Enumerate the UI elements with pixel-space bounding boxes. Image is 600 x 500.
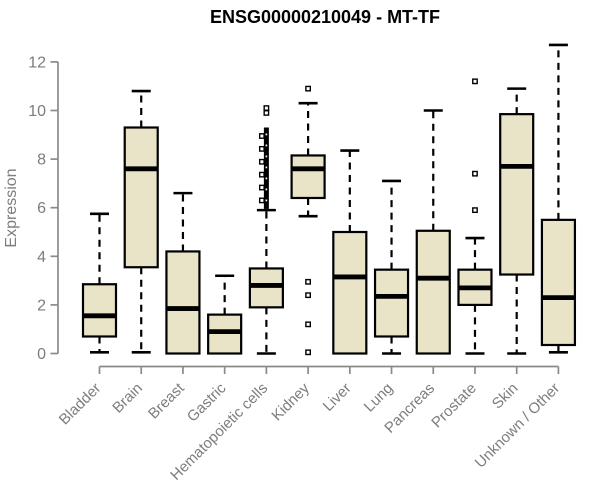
box-breast (165, 250, 201, 355)
outlier-band-gap-hematopoietic-cells (265, 166, 268, 169)
outlier-hematopoietic-cells (258, 158, 265, 165)
chart-title: ENSG00000210049 - MT-TF (210, 7, 440, 27)
box-kidney (290, 154, 326, 200)
x-tick-label-brain: Brain (109, 380, 146, 417)
outlier-kidney (305, 321, 311, 328)
outlier-prostate (472, 170, 478, 177)
box-hematopoietic-cells (248, 267, 284, 309)
box-pancreas (415, 229, 451, 355)
x-tick-label-lung: Lung (361, 380, 397, 416)
outlier-hematopoietic-cells (258, 171, 265, 178)
y-tick-label-0: 0 (37, 346, 46, 363)
outlier-kidney (305, 85, 311, 92)
outlier-band-gap-hematopoietic-cells (265, 133, 268, 136)
x-tick-label-bladder: Bladder (56, 380, 105, 429)
box-gastric (207, 313, 243, 355)
outlier-prostate (472, 78, 478, 85)
y-tick-label-12: 12 (28, 54, 46, 71)
outlier-hematopoietic-cells (258, 184, 265, 191)
outlier-band-gap-hematopoietic-cells (265, 144, 268, 147)
outlier-band-gap-hematopoietic-cells (265, 155, 268, 158)
outlier-kidney (305, 292, 311, 299)
box-liver (332, 230, 368, 355)
y-axis-title: Expression (3, 168, 20, 247)
x-tick-label-liver: Liver (320, 380, 355, 415)
box-unknown-other (540, 218, 577, 347)
box-skin (499, 113, 535, 276)
x-tick-label-kidney: Kidney (268, 379, 313, 424)
outlier-prostate (472, 207, 478, 214)
outlier-kidney (305, 349, 311, 356)
x-tick-label-prostate: Prostate (428, 380, 480, 432)
outlier-band-gap-hematopoietic-cells (265, 199, 268, 202)
y-tick-label-8: 8 (37, 152, 46, 169)
y-tick-label-4: 4 (37, 249, 46, 266)
outlier-band-gap-hematopoietic-cells (265, 177, 268, 180)
box-bladder (81, 283, 118, 338)
outlier-kidney (305, 278, 311, 285)
y-tick-label-6: 6 (37, 200, 46, 217)
box-lung (373, 268, 410, 338)
outlier-band-gap-hematopoietic-cells (265, 188, 268, 191)
x-tick-label-breast: Breast (145, 379, 188, 422)
outlier-hematopoietic-cells (258, 197, 265, 204)
box-brain (123, 126, 159, 269)
outlier-hematopoietic-cells (263, 110, 270, 116)
outlier-hematopoietic-cells (263, 105, 270, 111)
y-tick-label-2: 2 (37, 297, 46, 314)
outlier-hematopoietic-cells (258, 133, 265, 139)
y-tick-label-10: 10 (28, 103, 46, 120)
outlier-hematopoietic-cells (258, 145, 265, 152)
x-tick-label-skin: Skin (489, 380, 522, 413)
